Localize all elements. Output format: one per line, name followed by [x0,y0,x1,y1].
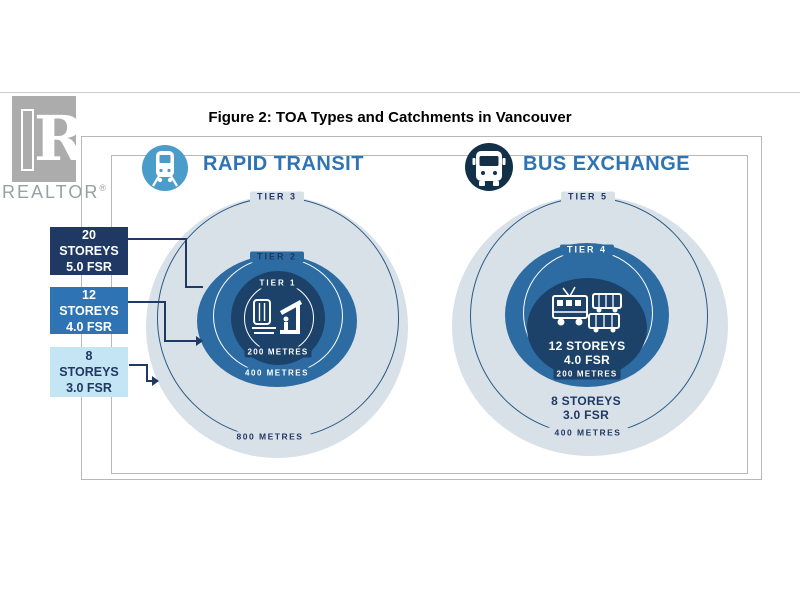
train-icon [142,145,188,191]
legend-box-8-storeys: 8 STOREYS 3.0 FSR [50,347,128,397]
figure-title: Figure 2: TOA Types and Catchments in Va… [208,109,572,126]
realtor-wordmark: REALTOR® [2,182,108,203]
rt-800m-label: 800 METRES [229,431,311,443]
be-tier5-label: TIER 5 [560,191,616,203]
be-tier4-label: TIER 4 [559,244,615,256]
legend-box-12-storeys: 12 STOREYS 4.0 FSR [50,287,128,334]
legend-line: 20 [82,228,96,242]
connector-20-storeys [185,286,203,288]
realtor-logo-letter: R [34,102,86,175]
connector-8-storeys [129,364,147,366]
connector-8-arrowhead [152,376,159,386]
legend-line: 8 [85,349,93,363]
connector-12-arrowhead [196,336,203,346]
rt-tier2-label: TIER 2 [249,251,305,263]
be-mid-density-line2: 4.0 FSR [563,353,611,367]
realtor-logo-bar [21,109,34,171]
be-mid-density-line1: 12 STOREYS [548,339,626,353]
be-200m-label: 200 METRES [553,368,621,380]
registered-mark: ® [99,183,108,193]
connector-8-storeys [146,364,148,382]
legend-line: 12 [82,287,96,302]
legend-line: STOREYS [59,303,119,318]
connector-12-storeys [128,301,166,303]
rapid-transit-header: RAPID TRANSIT [203,153,364,175]
trolley-bus-icon-glyph [552,286,622,333]
be-outer-density-line2: 3.0 FSR [562,408,610,422]
legend-line: 5.0 FSR [66,260,112,274]
station-icon-glyph [252,299,302,334]
bus-icon [465,143,513,191]
legend-line: STOREYS [59,365,119,379]
be-400m-label: 400 METRES [547,427,629,439]
rt-tier1-label: TIER 1 [255,277,301,289]
realtor-wordmark-text: REALTOR [2,182,100,202]
rt-400m-label: 400 METRES [238,367,316,379]
realtor-logo: R [12,96,86,182]
rt-tier3-label: TIER 3 [249,191,305,203]
connector-8-storeys [146,380,152,382]
connector-20-storeys [128,238,187,240]
top-divider [0,92,800,93]
legend-line: 4.0 FSR [66,319,112,334]
connector-12-storeys [164,340,196,342]
legend-line: STOREYS [59,244,119,258]
connector-12-storeys [164,301,166,342]
rt-200m-label: 200 METRES [244,346,312,358]
legend-box-20-storeys: 20 STOREYS 5.0 FSR [50,227,128,275]
bus-exchange-header: BUS EXCHANGE [523,153,691,175]
connector-20-storeys [185,238,187,288]
legend-line: 3.0 FSR [66,381,112,395]
be-outer-density-line1: 8 STOREYS [551,394,621,408]
trolley-bus-icon [549,286,625,334]
be-core-circle [527,278,647,378]
station-icon [250,290,306,340]
bus-icon-glyph [472,151,506,186]
train-icon-glyph [152,151,178,187]
